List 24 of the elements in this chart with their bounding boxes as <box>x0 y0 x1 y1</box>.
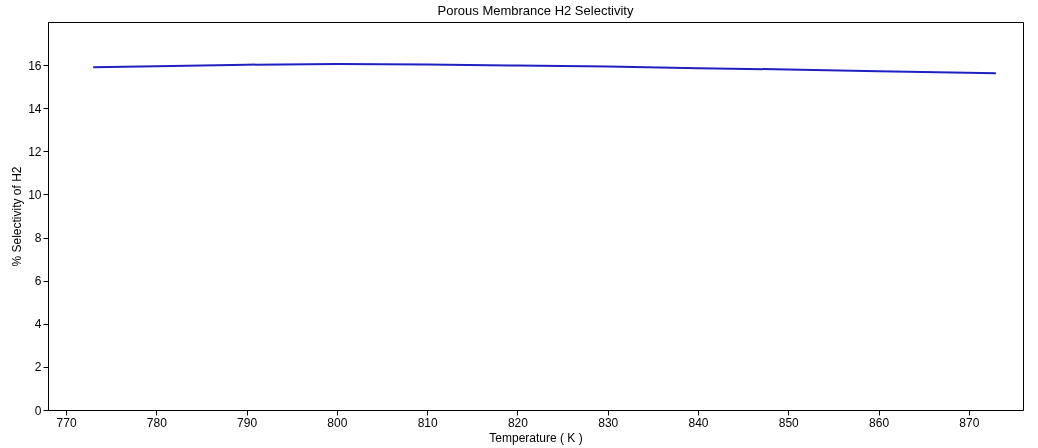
y-tick-label: 0 <box>34 403 42 418</box>
y-tick-label: 12 <box>28 144 42 159</box>
x-tick-label: 840 <box>688 415 709 430</box>
x-tick-label: 780 <box>146 415 168 430</box>
x-tick-label: 860 <box>869 415 890 430</box>
y-tick-label: 10 <box>28 187 42 202</box>
x-tick-label: 850 <box>778 415 800 430</box>
x-tick-label: 830 <box>598 415 619 430</box>
x-tick-label: 770 <box>56 415 77 430</box>
x-tick-label: 870 <box>959 415 980 430</box>
chart-title: Porous Membrance H2 Selectivity <box>437 3 634 18</box>
line-series <box>92 63 997 75</box>
y-tick-label: 6 <box>34 274 42 289</box>
y-tick-label: 8 <box>34 231 42 246</box>
x-tick-label: 790 <box>237 415 258 430</box>
x-tick-label: 820 <box>507 415 529 430</box>
y-tick-label: 4 <box>34 317 42 332</box>
y-tick-label: 14 <box>28 101 42 116</box>
y-tick-label: 2 <box>34 360 42 375</box>
x-tick-label: 810 <box>417 415 438 430</box>
y-tick-label: 16 <box>28 58 42 73</box>
x-tick-label: 800 <box>327 415 348 430</box>
x-axis-title: Temperature ( K ) <box>489 430 583 445</box>
y-axis-title: % Selectivity of H2 <box>10 166 25 267</box>
